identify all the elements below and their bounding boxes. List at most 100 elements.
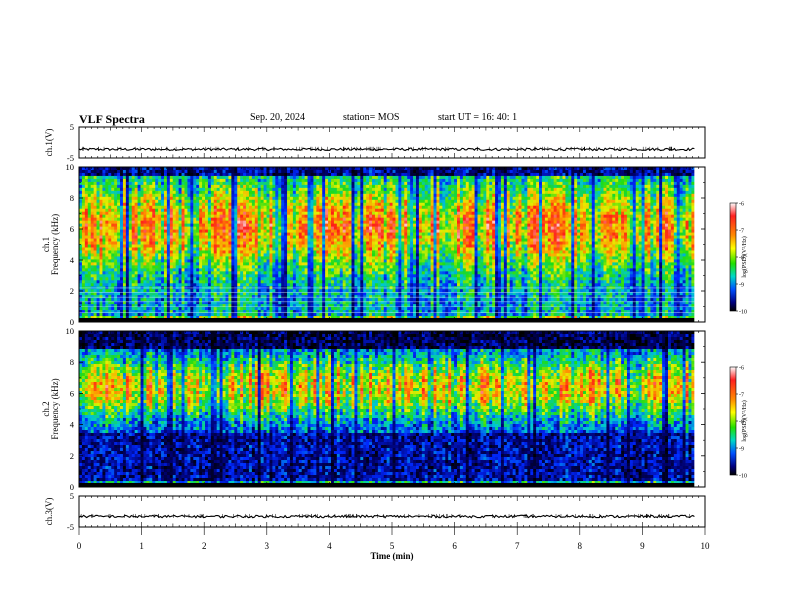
spectrogram-cell: [108, 253, 112, 257]
spectrogram-cell: [298, 205, 302, 210]
spectrogram-cell: [175, 250, 179, 254]
spectrogram-cell: [298, 244, 302, 248]
spectrogram-cell: [225, 208, 229, 213]
spectrogram-cell: [225, 178, 229, 183]
spectrogram-cell: [310, 235, 314, 239]
spectrogram-cell: [131, 223, 135, 227]
spectrogram-cell: [96, 187, 100, 192]
spectrogram-cell: [158, 262, 162, 266]
spectrogram-cell: [155, 184, 159, 189]
spectrogram-cell: [301, 268, 305, 272]
spectrogram-cell: [202, 301, 206, 305]
spectrogram-cell: [269, 250, 273, 254]
spectrogram-cell: [240, 235, 244, 239]
spectrogram-cell: [193, 316, 197, 320]
spectrogram-cell: [111, 274, 115, 278]
spectrogram-cell: [117, 190, 121, 195]
spectrogram-cell: [213, 232, 218, 236]
spectrogram-cell: [319, 226, 323, 230]
spectrogram-cell: [193, 283, 197, 287]
spectrogram-cell: [128, 298, 133, 302]
spectrogram-cell: [339, 214, 344, 218]
spectrogram-cell: [246, 274, 250, 278]
spectrogram-cell: [225, 277, 229, 281]
spectrogram-cell: [120, 223, 124, 227]
spectrogram-cell: [102, 208, 106, 213]
spectrogram-cell: [149, 167, 153, 171]
spectrogram-cell: [339, 238, 344, 242]
spectrogram-cell: [284, 256, 288, 260]
spectrogram-cell: [184, 289, 188, 293]
spectrogram-cell: [292, 226, 297, 230]
spectrogram-cell: [193, 289, 197, 293]
spectrogram-cell: [193, 247, 197, 251]
spectrogram-cell: [90, 238, 94, 242]
spectrogram-cell: [263, 265, 267, 269]
spectrogram-cell: [158, 304, 162, 308]
spectrogram-cell: [240, 214, 244, 218]
spectrogram-cell: [105, 310, 109, 314]
spectrogram-cell: [187, 232, 191, 236]
spectrogram-cell: [351, 167, 355, 171]
spectrogram-cell: [319, 187, 323, 192]
spectrogram-cell: [243, 187, 247, 192]
spectrogram-cell: [313, 253, 317, 257]
spectrogram-cell: [269, 313, 273, 317]
spectrogram-cell: [140, 316, 144, 320]
spectrogram-cell: [339, 175, 344, 180]
spectrogram-cell: [178, 316, 182, 320]
spectrogram-cell: [99, 175, 103, 180]
spectrogram-cell: [187, 214, 191, 218]
spectrogram-cell: [108, 256, 112, 260]
spectrogram-cell: [292, 304, 297, 308]
spectrogram-cell: [137, 283, 141, 287]
spectrogram-cell: [99, 172, 103, 177]
spectrogram-cell: [166, 223, 171, 227]
spectrogram-cell: [266, 193, 270, 198]
spectrogram-cell: [292, 187, 297, 192]
spectrogram-cell: [131, 253, 135, 257]
spectrogram-cell: [284, 223, 288, 227]
spectrogram-cell: [348, 217, 352, 221]
spectrogram-cell: [328, 238, 332, 242]
spectrogram-cell: [152, 271, 156, 275]
spectrogram-cell: [102, 178, 106, 183]
spectrogram-cell: [307, 283, 311, 287]
spectrogram-cell: [87, 211, 92, 215]
spectrogram-cell: [207, 244, 212, 248]
spectrogram-cell: [251, 202, 256, 207]
spectrogram-cell: [175, 211, 179, 215]
spectrogram-cell: [281, 313, 285, 317]
spectrogram-cell: [199, 187, 203, 192]
spectrogram-cell: [254, 274, 259, 278]
spectrogram-cell: [122, 199, 127, 204]
spectrogram-cell: [325, 271, 329, 275]
spectrogram-cell: [99, 283, 103, 287]
spectrogram-cell: [137, 193, 141, 198]
spectrogram-cell: [351, 193, 355, 198]
spectrogram-cell: [266, 223, 270, 227]
spectrogram-cell: [178, 220, 182, 224]
spectrogram-cell: [234, 232, 238, 236]
spectrogram-cell: [158, 298, 162, 302]
spectrogram-cell: [111, 259, 115, 263]
spectrogram-cell: [181, 169, 185, 174]
spectrogram-cell: [90, 175, 94, 180]
spectrogram-cell: [316, 205, 320, 210]
spectrogram-cell: [272, 211, 276, 215]
spectrogram-cell: [96, 259, 100, 263]
spectrogram-cell: [257, 223, 261, 227]
spectrogram-cell: [342, 184, 346, 189]
spectrogram-cell: [108, 292, 112, 296]
spectrogram-cell: [254, 211, 259, 215]
spectrogram-cell: [210, 292, 215, 296]
spectrogram-cell: [240, 226, 244, 230]
spectrogram-cell: [243, 205, 247, 210]
spectrogram-cell: [275, 229, 279, 233]
spectrogram-cell: [202, 181, 206, 186]
spectrogram-cell: [90, 208, 94, 213]
spectrogram-cell: [234, 277, 238, 281]
spectrogram-cell: [248, 193, 253, 198]
spectrogram-cell: [140, 184, 144, 189]
spectrogram-cell: [319, 229, 323, 233]
